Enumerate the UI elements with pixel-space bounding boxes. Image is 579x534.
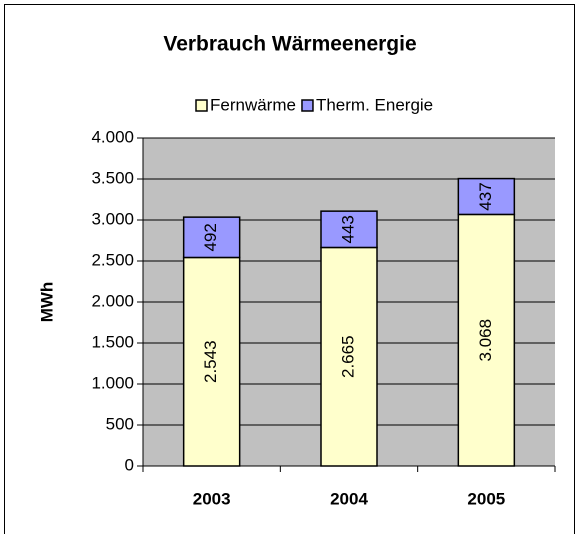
bar-segment: [320, 246, 378, 467]
legend-swatch: [195, 99, 208, 112]
y-tick-label: 3.500: [91, 168, 134, 187]
x-tick-label: 2004: [330, 489, 368, 508]
data-label: 437: [476, 182, 495, 210]
y-tick-label: 1.000: [91, 373, 134, 392]
bar-segment: [182, 256, 241, 467]
bar-segment: [457, 213, 516, 467]
data-label: 2.543: [201, 340, 220, 383]
legend-label: Therm. Energie: [316, 95, 433, 114]
data-label: 2.665: [338, 335, 357, 378]
legend-label: Fernwärme: [210, 95, 296, 114]
y-tick-label: 500: [106, 414, 134, 433]
y-tick-label: 2.000: [91, 291, 134, 310]
bar-segment: [320, 210, 378, 249]
data-label: 492: [201, 223, 220, 251]
y-axis-label: MWh: [37, 282, 56, 323]
y-tick-label: 2.500: [91, 250, 134, 269]
y-tick-label: 4.000: [91, 127, 134, 146]
data-label: 3.068: [476, 319, 495, 362]
y-tick-label: 0: [125, 455, 134, 474]
chart-title: Verbrauch Wärmeenergie: [163, 33, 416, 56]
bar-segment: [182, 216, 241, 259]
x-tick-label: 2003: [193, 489, 231, 508]
y-tick-label: 3.000: [91, 209, 134, 228]
x-tick-label: 2005: [467, 489, 505, 508]
legend-swatch: [301, 99, 314, 112]
data-label: 443: [338, 215, 357, 243]
bar-segment: [457, 177, 516, 216]
y-tick-label: 1.500: [91, 332, 134, 351]
